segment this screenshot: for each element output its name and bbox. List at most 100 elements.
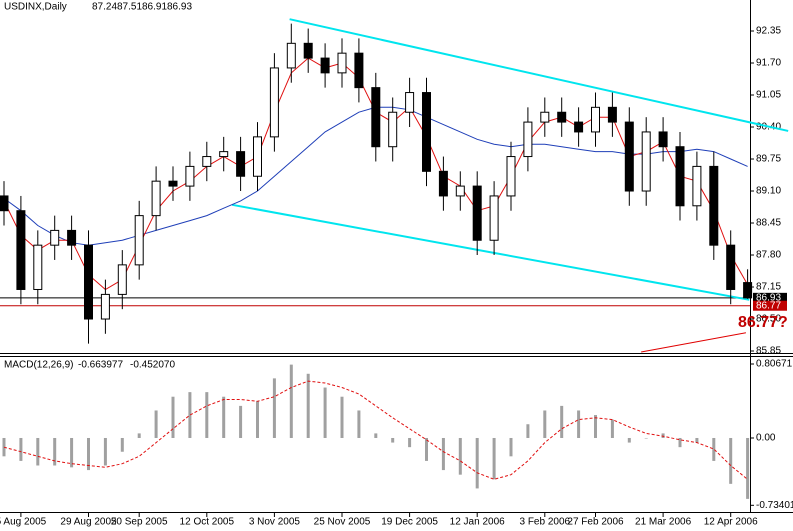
macd-bar xyxy=(87,437,90,471)
candle-body xyxy=(84,244,93,320)
macd-bar xyxy=(222,396,226,438)
candle-body xyxy=(405,92,415,113)
x-tick-label: 12 Jan 2006 xyxy=(450,517,505,528)
macd-bar xyxy=(408,437,412,448)
y-tick-label: 0.00 xyxy=(756,433,776,444)
candle-body xyxy=(134,215,144,266)
candle-body xyxy=(692,165,702,207)
macd-bar xyxy=(70,437,74,468)
macd-bar xyxy=(103,437,107,466)
candle-body xyxy=(506,156,516,197)
candle-body xyxy=(202,156,212,167)
macd-bar xyxy=(425,437,428,461)
ohlc-close: 86.93 xyxy=(167,2,192,13)
y-tick-label: 85.85 xyxy=(756,346,781,357)
macd-bar xyxy=(695,437,699,443)
candle-body xyxy=(591,106,600,133)
x-tick-label: 12 Apr 2006 xyxy=(704,517,758,528)
macd-bar xyxy=(137,433,141,438)
macd-bar xyxy=(374,433,378,438)
candle-body xyxy=(388,111,398,148)
macd-bar xyxy=(678,437,682,448)
y-tick-label: 0.80671 xyxy=(756,359,793,370)
y-tick-label: -0.73401 xyxy=(756,500,793,511)
candle-body xyxy=(607,106,617,123)
y-tick-label: 89.75 xyxy=(756,154,781,165)
macd-bar xyxy=(644,437,648,439)
ohlc-low: 86.91 xyxy=(142,2,167,13)
macd-bar xyxy=(205,392,209,438)
macd-bar xyxy=(306,373,310,438)
candle-body xyxy=(100,293,110,320)
candle-body xyxy=(303,42,313,59)
candle-body xyxy=(422,92,431,172)
candle-body xyxy=(641,131,651,192)
macd-bar xyxy=(492,437,496,480)
x-tick-label: 25 Nov 2005 xyxy=(314,517,371,528)
x-tick-label: 27 Feb 2006 xyxy=(567,517,624,528)
candle-body xyxy=(371,87,381,148)
y-tick-label: 89.10 xyxy=(756,186,781,197)
ohlc-open: 87.24 xyxy=(92,2,117,13)
macd-bar xyxy=(627,437,631,443)
macd-bar xyxy=(53,437,57,466)
trendline xyxy=(289,18,789,132)
candle-body xyxy=(185,165,195,187)
x-tick-label: 21 Mar 2006 xyxy=(635,517,692,528)
x-tick-label: 12 Oct 2005 xyxy=(180,517,235,528)
candle-body xyxy=(33,244,43,290)
macd-bar xyxy=(239,405,243,438)
macd-bar xyxy=(560,405,564,438)
chart-title: USDINX,Daily xyxy=(4,2,67,13)
candle-body xyxy=(337,52,347,74)
macd-bar xyxy=(746,437,750,499)
candle-body xyxy=(743,282,753,299)
candle-body xyxy=(540,111,550,123)
trendline xyxy=(641,332,747,353)
candle-body xyxy=(50,229,60,246)
candle-body xyxy=(117,264,127,295)
price-marker-box xyxy=(753,292,787,303)
y-tick-label: 87.80 xyxy=(756,250,781,261)
macd-bar xyxy=(526,424,530,438)
macd-bar xyxy=(289,364,293,438)
candle-body xyxy=(219,151,229,158)
candle-body xyxy=(472,185,482,241)
candle-body xyxy=(624,121,634,192)
y-tick-label: 86.50 xyxy=(756,314,781,325)
y-tick-label: 91.70 xyxy=(756,58,781,69)
candle-body xyxy=(253,136,262,177)
candle-body xyxy=(726,244,736,290)
candle-body xyxy=(320,57,330,74)
annotation: 86.77? xyxy=(738,314,788,331)
macd-bar xyxy=(594,415,597,438)
x-tick-label: 20 Sep 2005 xyxy=(111,517,168,528)
macd-bar xyxy=(458,437,462,475)
macd-bar xyxy=(188,392,192,438)
macd-bar xyxy=(120,437,124,452)
macd-bar xyxy=(323,387,327,438)
x-tick-label: 29 Aug 2005 xyxy=(60,517,117,528)
macd-bar xyxy=(19,437,23,461)
macd-bar xyxy=(475,437,479,489)
macd-bar xyxy=(509,437,513,457)
trendline xyxy=(231,203,750,301)
macd-bar xyxy=(441,437,445,471)
macd-readout: -0.663977 xyxy=(78,360,123,371)
candle-body xyxy=(574,121,584,133)
candle-body xyxy=(151,180,161,217)
macd-bar xyxy=(577,410,581,438)
macd-bar xyxy=(2,437,6,457)
macd-bar xyxy=(171,396,175,438)
candle-body xyxy=(489,195,499,241)
candle-body xyxy=(236,151,246,177)
macd-bar xyxy=(357,410,361,438)
macd-bar xyxy=(340,396,344,438)
candle-body xyxy=(523,121,533,158)
macd-bar xyxy=(610,419,614,438)
macd-bar xyxy=(256,401,259,438)
macd-bar xyxy=(391,437,395,443)
macd-bar xyxy=(36,437,40,466)
